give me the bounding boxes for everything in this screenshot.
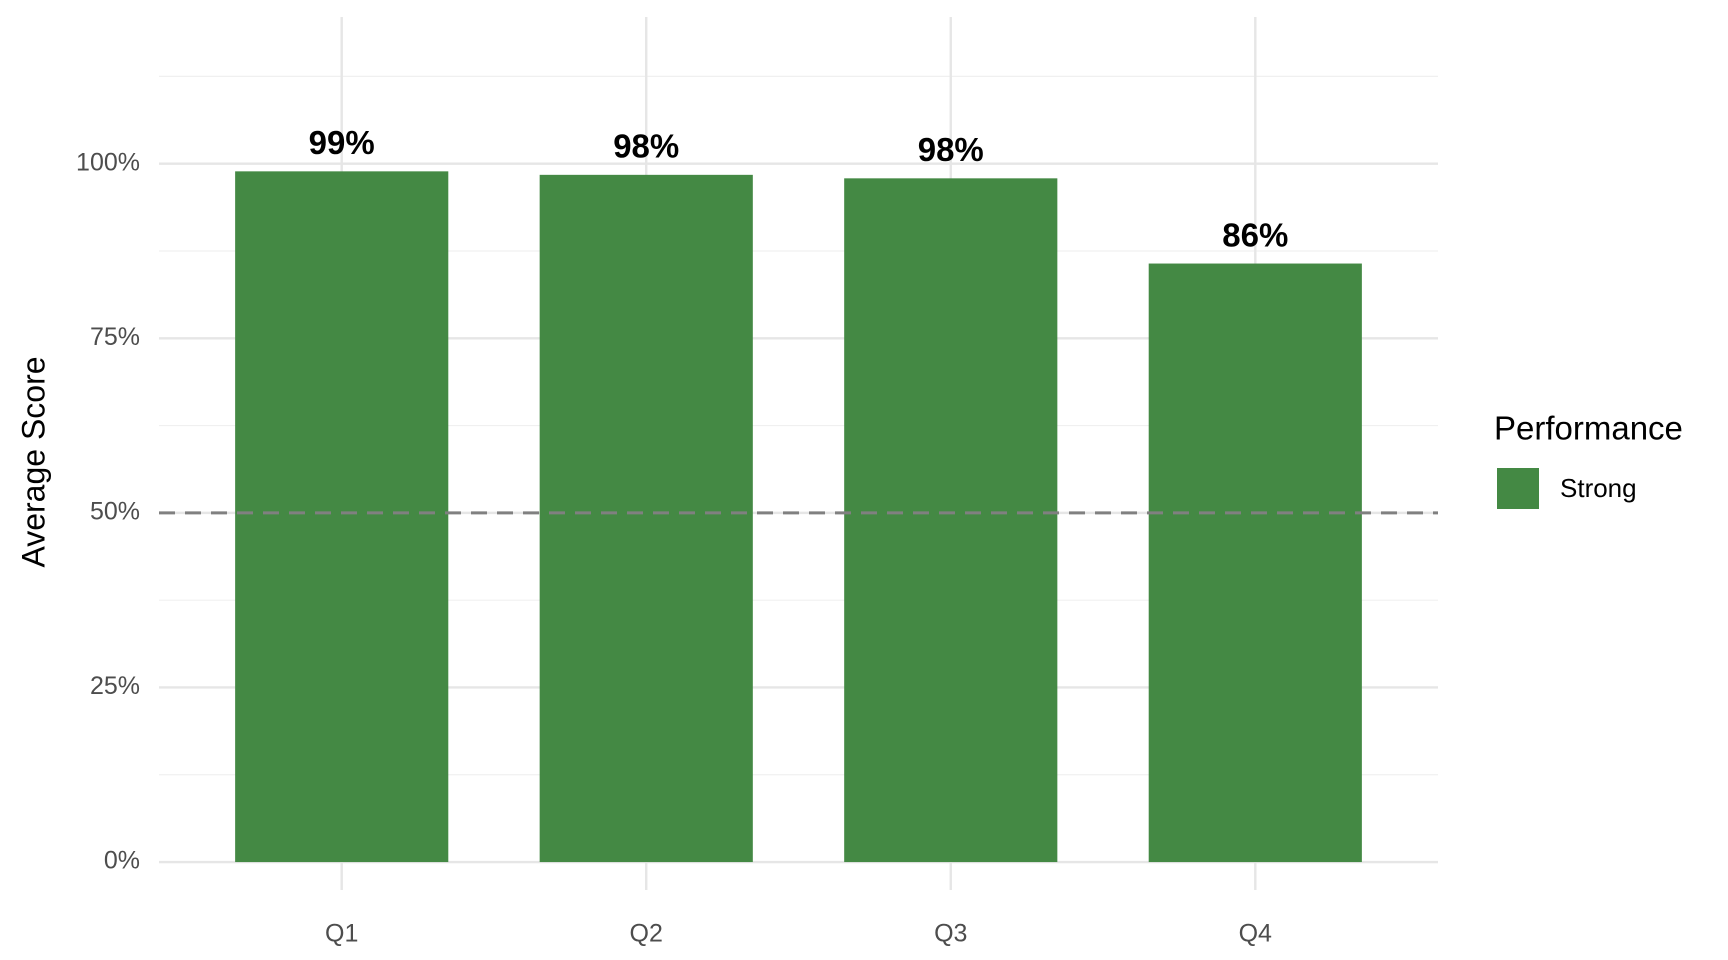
y-tick-label: 25%: [90, 672, 140, 700]
y-tick-label: 0%: [104, 847, 140, 875]
bar: [1148, 263, 1362, 863]
legend-label: Strong: [1560, 473, 1637, 503]
y-axis-title: Average Score: [15, 356, 51, 567]
x-tick-label: Q4: [1239, 920, 1272, 948]
y-tick-label: 50%: [90, 497, 140, 525]
value-label: 98%: [613, 128, 679, 165]
value-label: 98%: [918, 131, 984, 168]
legend-key: [1497, 468, 1539, 509]
legend-title: Performance: [1494, 410, 1683, 447]
x-tick-label: Q2: [630, 920, 663, 948]
value-label: 86%: [1222, 216, 1288, 253]
bar: [539, 174, 753, 863]
value-label: 99%: [309, 124, 375, 161]
bar: [844, 178, 1058, 863]
y-tick-label: 100%: [76, 148, 140, 176]
x-tick-label: Q3: [934, 920, 967, 948]
x-tick-label: Q1: [325, 920, 358, 948]
bar: [235, 171, 449, 863]
y-tick-label: 75%: [90, 323, 140, 351]
